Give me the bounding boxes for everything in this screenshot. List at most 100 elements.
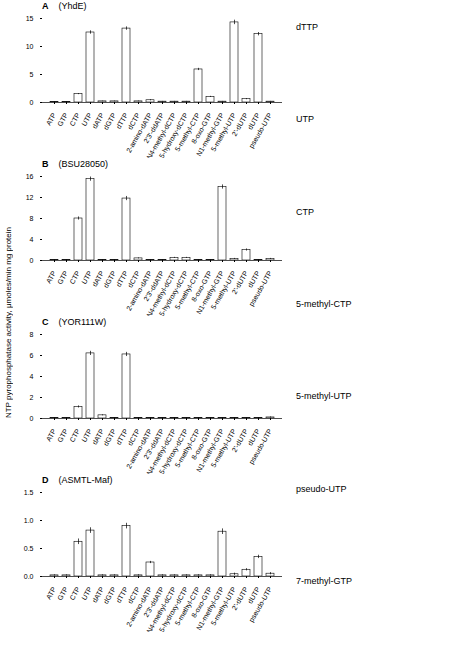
svg-text:2'3'-ddATP: 2'3'-ddATP bbox=[142, 269, 166, 303]
svg-text:GTP: GTP bbox=[56, 427, 69, 443]
svg-text:dATP: dATP bbox=[90, 269, 106, 288]
svg-text:GTP: GTP bbox=[56, 585, 69, 601]
svg-text:15: 15 bbox=[26, 15, 34, 22]
svg-text:5: 5 bbox=[30, 71, 34, 78]
html-text:5-methyl-UTP: 5-methyl-UTP bbox=[296, 391, 352, 402]
svg-text:dUTP: dUTP bbox=[246, 585, 262, 605]
svg-text:UTP: UTP bbox=[80, 427, 94, 444]
svg-text:UTP: UTP bbox=[80, 111, 94, 128]
svg-text:8-oxo-GTP: 8-oxo-GTP bbox=[190, 585, 214, 619]
svg-text:pseudo-UTP: pseudo-UTP bbox=[248, 585, 275, 623]
svg-text:GTP: GTP bbox=[56, 269, 69, 285]
svg-text:ATP: ATP bbox=[44, 269, 58, 285]
svg-text:2-amino-dATP: 2-amino-dATP bbox=[124, 111, 154, 154]
html-text:(ASMTL-Maf): (ASMTL-Maf) bbox=[58, 475, 113, 485]
svg-text:dCTP: dCTP bbox=[126, 269, 142, 289]
svg-text:0.5: 0.5 bbox=[24, 545, 34, 552]
svg-text:UTP: UTP bbox=[80, 585, 94, 602]
svg-text:UTP: UTP bbox=[80, 269, 94, 286]
svg-text:dCTP: dCTP bbox=[126, 111, 142, 131]
svg-text:dGTP: dGTP bbox=[102, 111, 117, 131]
svg-text:8: 8 bbox=[30, 331, 34, 338]
svg-text:8: 8 bbox=[30, 215, 34, 222]
svg-text:pseudo-UTP: pseudo-UTP bbox=[248, 427, 275, 465]
svg-text:5-methyl-CTP: 5-methyl-CTP bbox=[173, 427, 202, 469]
svg-text:2-amino-dATP: 2-amino-dATP bbox=[124, 427, 154, 470]
html-text:CTP: CTP bbox=[296, 206, 314, 217]
svg-text:2'-dUTP: 2'-dUTP bbox=[231, 111, 250, 137]
svg-text:dGTP: dGTP bbox=[102, 585, 117, 605]
svg-text:2'3'-ddATP: 2'3'-ddATP bbox=[142, 427, 166, 461]
svg-text:2: 2 bbox=[30, 394, 34, 401]
svg-text:dATP: dATP bbox=[90, 427, 106, 446]
svg-text:CTP: CTP bbox=[68, 427, 81, 443]
svg-text:2-amino-dATP: 2-amino-dATP bbox=[124, 585, 154, 628]
svg-text:8-oxo-GTP: 8-oxo-GTP bbox=[190, 269, 214, 303]
html-text:7-methyl-GTP: 7-methyl-GTP bbox=[296, 576, 352, 586]
svg-text:dCTP: dCTP bbox=[126, 427, 142, 447]
svg-text:16: 16 bbox=[26, 173, 34, 180]
svg-text:dTTP: dTTP bbox=[114, 269, 130, 288]
svg-text:pseudo-UTP: pseudo-UTP bbox=[248, 269, 275, 307]
svg-text:6: 6 bbox=[30, 352, 34, 359]
svg-text:dGTP: dGTP bbox=[102, 269, 117, 289]
svg-text:1.5: 1.5 bbox=[24, 489, 34, 496]
svg-text:CTP: CTP bbox=[68, 585, 81, 601]
html-text:(BSU28050): (BSU28050) bbox=[58, 159, 108, 169]
svg-text:dCTP: dCTP bbox=[126, 585, 142, 605]
svg-text:5-methyl-CTP: 5-methyl-CTP bbox=[173, 585, 202, 627]
svg-text:N1-methyl-GTP: N1-methyl-GTP bbox=[194, 585, 226, 632]
html-text:dTTP: dTTP bbox=[296, 22, 318, 32]
svg-text:1.0: 1.0 bbox=[24, 517, 34, 524]
svg-text:5-methyl-CTP: 5-methyl-CTP bbox=[173, 111, 202, 153]
svg-text:pseudo-UTP: pseudo-UTP bbox=[248, 111, 275, 149]
svg-text:N1-methyl-GTP: N1-methyl-GTP bbox=[194, 111, 226, 158]
svg-text:5-methyl-UTP: 5-methyl-UTP bbox=[209, 427, 238, 469]
svg-text:CTP: CTP bbox=[68, 269, 81, 285]
svg-text:12: 12 bbox=[26, 194, 34, 201]
html-text:A: A bbox=[42, 1, 49, 11]
svg-text:dTTP: dTTP bbox=[114, 427, 130, 446]
svg-text:10: 10 bbox=[26, 43, 34, 50]
svg-text:0: 0 bbox=[30, 415, 34, 422]
svg-text:N1-methyl-GTP: N1-methyl-GTP bbox=[194, 269, 226, 316]
svg-text:N1-methyl-GTP: N1-methyl-GTP bbox=[194, 427, 226, 474]
svg-text:4: 4 bbox=[30, 373, 34, 380]
svg-text:2'3'-ddATP: 2'3'-ddATP bbox=[142, 585, 166, 619]
svg-text:ATP: ATP bbox=[44, 585, 58, 601]
svg-text:dGTP: dGTP bbox=[102, 427, 117, 447]
svg-text:GTP: GTP bbox=[56, 111, 69, 127]
svg-text:ATP: ATP bbox=[44, 111, 58, 127]
svg-text:5-methyl-CTP: 5-methyl-CTP bbox=[173, 269, 202, 311]
svg-text:5-methyl-UTP: 5-methyl-UTP bbox=[209, 585, 238, 627]
svg-text:dATP: dATP bbox=[90, 585, 106, 604]
svg-text:2'3'-ddATP: 2'3'-ddATP bbox=[142, 111, 166, 145]
svg-text:2'-dUTP: 2'-dUTP bbox=[231, 427, 250, 453]
html-text:B: B bbox=[42, 159, 49, 169]
html-text:(YhdE): (YhdE) bbox=[58, 1, 87, 11]
svg-text:0: 0 bbox=[30, 257, 34, 264]
svg-text:dTTP: dTTP bbox=[114, 585, 130, 604]
svg-text:8-oxo-GTP: 8-oxo-GTP bbox=[190, 427, 214, 461]
svg-text:0: 0 bbox=[30, 99, 34, 106]
svg-text:5-methyl-UTP: 5-methyl-UTP bbox=[209, 269, 238, 311]
svg-text:2'-dUTP: 2'-dUTP bbox=[231, 585, 250, 611]
svg-text:ATP: ATP bbox=[44, 427, 58, 443]
svg-text:dTTP: dTTP bbox=[114, 111, 130, 130]
svg-text:4: 4 bbox=[30, 236, 34, 243]
svg-text:0.0: 0.0 bbox=[24, 573, 34, 580]
svg-text:2'-dUTP: 2'-dUTP bbox=[231, 269, 250, 295]
html-text:5-methyl-CTP: 5-methyl-CTP bbox=[296, 299, 352, 309]
svg-text:2-amino-dATP: 2-amino-dATP bbox=[124, 269, 154, 312]
svg-text:dUTP: dUTP bbox=[246, 427, 262, 447]
html-text:(YOR111W): (YOR111W) bbox=[58, 317, 107, 327]
svg-text:5-methyl-UTP: 5-methyl-UTP bbox=[209, 111, 238, 153]
html-text:pseudo-UTP: pseudo-UTP bbox=[296, 483, 347, 494]
html-text:NTP pyrophosphatase activity,: NTP pyrophosphatase activity, μmoles/min… bbox=[3, 227, 13, 419]
svg-text:CTP: CTP bbox=[68, 111, 81, 127]
svg-text:dUTP: dUTP bbox=[246, 111, 262, 131]
svg-text:dATP: dATP bbox=[90, 111, 106, 130]
svg-text:8-oxo-GTP: 8-oxo-GTP bbox=[190, 111, 214, 145]
html-text:UTP: UTP bbox=[296, 114, 314, 125]
svg-text:dUTP: dUTP bbox=[246, 269, 262, 289]
